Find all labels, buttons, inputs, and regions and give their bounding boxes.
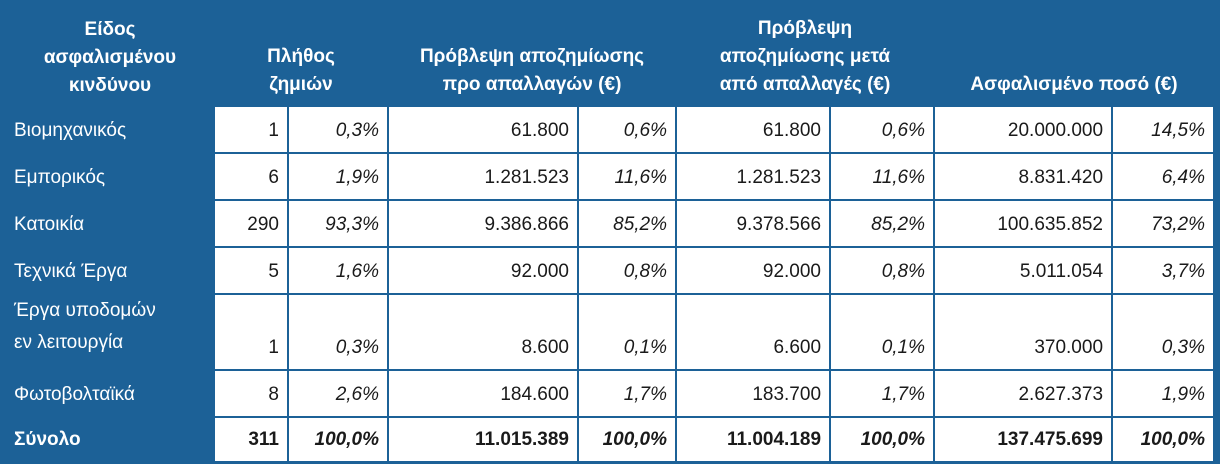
insured-cell: 370.000 [933,293,1114,371]
before-pct-cell: 11,6% [576,152,678,201]
count-cell: 5 [213,246,289,295]
table-row: Κατοικία 290 93,3% 9.386.866 85,2% 9.378… [6,199,1216,248]
table-row: Φωτοβολταϊκά 8 2,6% 184.600 1,7% 183.700… [6,369,1216,418]
header-count: Πλήθος ζημιών [214,6,388,106]
total-insured-pct: 100,0% [1111,416,1216,463]
row-name: Φωτοβολταϊκά [6,370,214,418]
after-cell: 61.800 [675,105,832,154]
count-pct-cell: 0,3% [287,293,389,371]
insured-pct-cell: 0,3% [1111,293,1216,371]
after-cell: 6.600 [675,293,832,371]
insured-pct-cell: 14,5% [1111,105,1216,154]
row-name: Τεχνικά Έργα [6,247,214,295]
after-pct-cell: 0,1% [829,293,936,371]
insured-pct-cell: 73,2% [1111,199,1216,248]
insured-cell: 8.831.420 [933,152,1114,201]
table-row: Βιομηχανικός 1 0,3% 61.800 0,6% 61.800 0… [6,105,1216,154]
before-cell: 9.386.866 [387,199,579,248]
count-cell: 290 [213,199,289,248]
before-cell: 8.600 [387,293,579,371]
count-pct-cell: 93,3% [287,199,389,248]
after-pct-cell: 1,7% [829,369,936,418]
total-label: Σύνολο [6,417,214,463]
after-pct-cell: 0,8% [829,246,936,295]
before-pct-cell: 0,8% [576,246,678,295]
before-cell: 61.800 [387,105,579,154]
count-cell: 6 [213,152,289,201]
insured-pct-cell: 3,7% [1111,246,1216,295]
total-insured: 137.475.699 [933,416,1114,463]
header-before-deductibles: Πρόβλεψη αποζημίωσης προ απαλλαγών (€) [388,6,677,106]
row-name: Έργα υποδομών εν λειτουργία [6,294,214,371]
after-cell: 9.378.566 [675,199,832,248]
total-before-pct: 100,0% [576,416,678,463]
before-pct-cell: 0,6% [576,105,678,154]
count-pct-cell: 2,6% [287,369,389,418]
table-row: Εμπορικός 6 1,9% 1.281.523 11,6% 1.281.5… [6,152,1216,201]
after-cell: 1.281.523 [675,152,832,201]
after-pct-cell: 11,6% [829,152,936,201]
count-cell: 1 [213,293,289,371]
before-cell: 184.600 [387,369,579,418]
table-row: Τεχνικά Έργα 5 1,6% 92.000 0,8% 92.000 0… [6,246,1216,295]
after-pct-cell: 85,2% [829,199,936,248]
total-after: 11.004.189 [675,416,832,463]
insured-pct-cell: 1,9% [1111,369,1216,418]
total-count-pct: 100,0% [287,416,389,463]
header-row: Είδος ασφαλισμένου κινδύνου Πλήθος ζημιώ… [6,6,1215,106]
claims-table: Είδος ασφαλισμένου κινδύνου Πλήθος ζημιώ… [6,6,1216,463]
before-cell: 92.000 [387,246,579,295]
row-name: Βιομηχανικός [6,106,214,154]
header-type: Είδος ασφαλισμένου κινδύνου [6,6,214,106]
total-count: 311 [213,416,289,463]
total-row: Σύνολο 311 100,0% 11.015.389 100,0% 11.0… [6,416,1216,463]
count-cell: 1 [213,105,289,154]
count-cell: 8 [213,369,289,418]
before-pct-cell: 0,1% [576,293,678,371]
header-insured-amount: Ασφαλισμένο ποσό (€) [934,6,1215,106]
after-cell: 183.700 [675,369,832,418]
row-name: Κατοικία [6,200,214,248]
insured-pct-cell: 6,4% [1111,152,1216,201]
insured-cell: 5.011.054 [933,246,1114,295]
count-pct-cell: 1,9% [287,152,389,201]
row-name: Εμπορικός [6,153,214,201]
count-pct-cell: 1,6% [287,246,389,295]
header-after-deductibles: Πρόβλεψη αποζημίωσης μετά από απαλλαγές … [676,6,935,106]
insured-cell: 2.627.373 [933,369,1114,418]
before-pct-cell: 85,2% [576,199,678,248]
table-row: Έργα υποδομών εν λειτουργία 1 0,3% 8.600… [6,293,1216,371]
before-pct-cell: 1,7% [576,369,678,418]
after-pct-cell: 0,6% [829,105,936,154]
after-cell: 92.000 [675,246,832,295]
insured-cell: 20.000.000 [933,105,1114,154]
insured-cell: 100.635.852 [933,199,1114,248]
total-before: 11.015.389 [387,416,579,463]
count-pct-cell: 0,3% [287,105,389,154]
before-cell: 1.281.523 [387,152,579,201]
total-after-pct: 100,0% [829,416,936,463]
